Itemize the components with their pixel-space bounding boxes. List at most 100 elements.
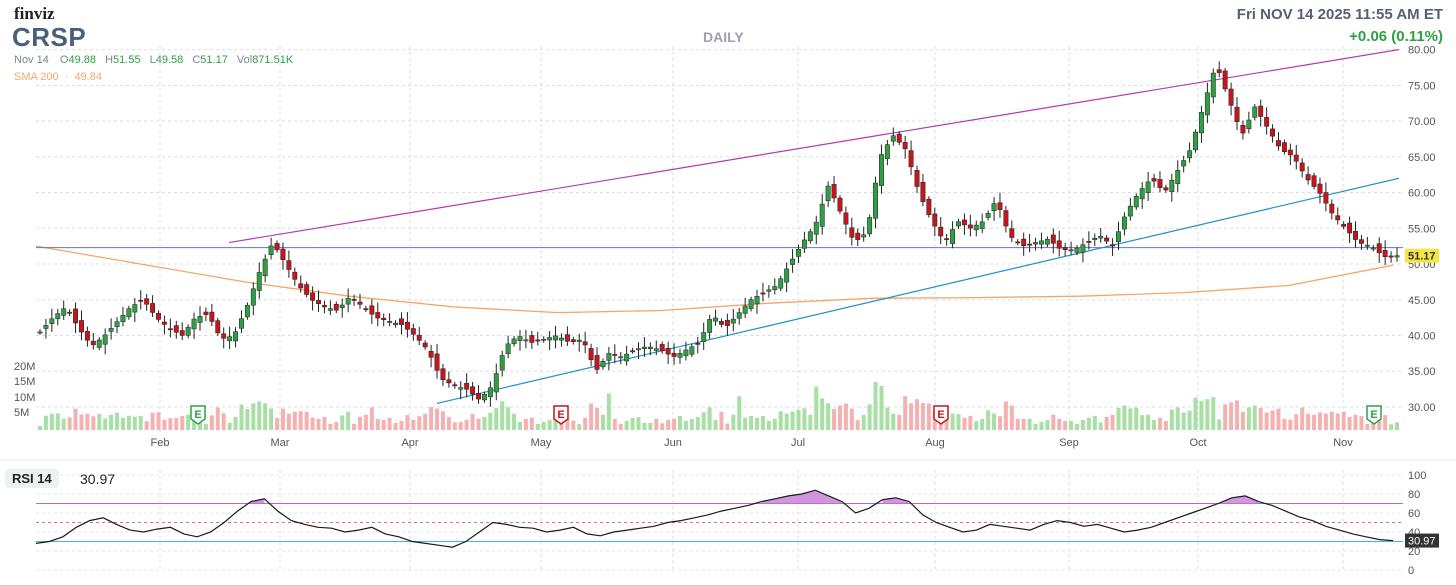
candle-body [677,352,683,358]
candle-body [665,348,671,355]
candle-body [1240,124,1246,134]
rsi-label-box[interactable]: RSI 14 [5,469,59,488]
candle-body [511,338,517,345]
candle-body [292,271,298,280]
volume-bar [1045,419,1050,430]
candle-body [1264,117,1270,127]
volume-bar [1015,418,1020,430]
volume-bar [1205,399,1210,430]
candle-body [1003,210,1009,227]
volume-bar [992,413,997,430]
price-tick-label: 55.00 [1408,223,1436,235]
volume-bar [535,423,540,430]
candle-body [120,314,126,323]
volume-bar [553,417,558,430]
volume-bar [387,417,392,430]
candle-body [339,304,345,308]
candle-body [161,321,167,325]
rsi-line [35,489,1394,548]
candle-body [274,243,280,251]
volume-bar [1021,418,1026,430]
candle-body [369,305,375,315]
candle-body [778,278,784,289]
candle-body [381,317,387,321]
volume-value: 871.51K [252,54,294,66]
volume-bar [541,421,546,430]
volume-bar [956,414,961,430]
volume-bar [808,414,813,430]
upper-trend-line [228,48,1400,244]
volume-bar [1140,415,1145,430]
price-tick-label: 30.00 [1408,402,1436,414]
candle-body [730,318,736,324]
candle-body [73,308,79,324]
candle-body [316,300,321,304]
volume-bar [150,412,155,430]
candle-body [1074,247,1080,253]
volume-bar [909,403,914,430]
candle-body [345,298,351,305]
candle-body [191,318,197,330]
volume-bar [595,407,600,430]
volume-bar [138,415,143,430]
candle-body [606,353,612,361]
volume-bar [861,414,866,430]
candle-body [393,322,398,326]
volume-bar [1069,421,1074,430]
volume-bar [144,421,149,430]
volume-bar [636,417,641,430]
candle-body [701,332,707,342]
volume-bar [743,417,748,430]
candle-body [1287,149,1293,156]
timeframe-label[interactable]: DAILY [703,29,744,45]
candle-body [404,321,410,330]
volume-bar [1039,421,1044,430]
candle-body [1299,162,1305,172]
volume-bar [227,422,232,430]
candle-body [713,317,718,322]
volume-bar [867,404,872,430]
candle-body [1370,247,1376,250]
candle-body [535,339,541,342]
candle-body [1341,223,1347,227]
last-price-label: 51.17 [1408,251,1436,263]
volume-bar [814,386,819,430]
candle-body [529,335,535,343]
volume-bar [1146,414,1151,430]
candle-body [321,305,327,308]
volume-bar [446,416,451,430]
sma-legend[interactable]: SMA 200 · 49.84 [14,71,102,83]
candlesticks[interactable] [37,61,1400,407]
volume-bar [334,421,339,430]
volume-bar [1246,407,1251,430]
candle-body [837,197,843,212]
candle-body [1347,222,1353,234]
volume-bar [109,414,114,430]
earnings-marker [933,405,949,425]
candle-body [1246,119,1252,130]
candle-body [884,144,890,159]
candle-body [541,338,547,341]
candle-body [671,352,677,357]
finviz-logo[interactable]: finviz [14,4,55,23]
sma-label: SMA 200 [14,71,59,83]
open-label: O [59,54,69,66]
volume-bar [506,407,511,430]
lower-trend-line [436,177,1400,404]
volume-bar [731,414,736,430]
volume-bar [648,422,653,430]
volume-tick-label: 15M [14,376,35,388]
volume-bar [920,402,925,430]
volume-bar [1092,415,1097,430]
candle-body [944,238,950,241]
volume-bar [654,418,659,430]
volume-bar [500,401,505,430]
candle-body [961,219,967,226]
candle-body [748,299,754,309]
candle-body [387,321,393,323]
volume-bar [1157,417,1162,430]
candle-body [707,319,713,333]
volume-bar [328,423,333,430]
candle-body [470,386,476,395]
